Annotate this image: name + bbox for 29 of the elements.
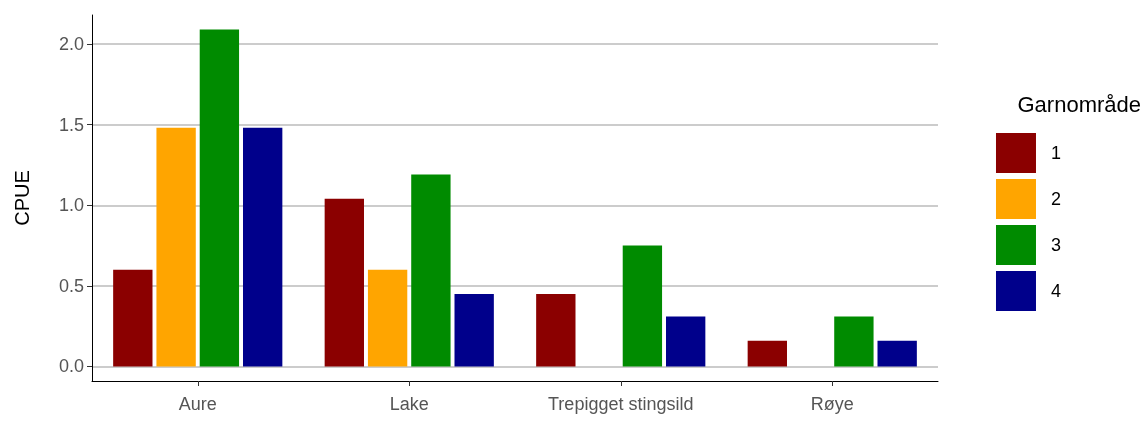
bar bbox=[156, 127, 196, 367]
y-tick-label: 0.5 bbox=[58, 275, 84, 296]
legend-label: 2 bbox=[1050, 189, 1061, 209]
bar bbox=[367, 269, 408, 367]
x-tick-label: Lake bbox=[389, 394, 429, 414]
bar bbox=[622, 245, 663, 367]
x-tick-label: Aure bbox=[178, 394, 217, 414]
x-tick-label: Røye bbox=[810, 394, 854, 414]
bar bbox=[411, 174, 451, 367]
y-tick-label: 0.0 bbox=[58, 356, 84, 377]
bar bbox=[113, 269, 153, 367]
bar bbox=[324, 198, 364, 367]
bar bbox=[454, 293, 494, 367]
y-tick-label: 1.5 bbox=[58, 114, 84, 135]
bar bbox=[243, 127, 283, 367]
x-tick-label: Trepigget stingsild bbox=[548, 394, 694, 414]
legend-label: 3 bbox=[1050, 235, 1061, 255]
y-axis-title: CPUE bbox=[11, 170, 33, 226]
bar bbox=[747, 340, 787, 367]
bar bbox=[536, 293, 576, 367]
legend-title: Garnområde bbox=[1017, 91, 1142, 117]
bar bbox=[877, 340, 917, 367]
y-tick-label: 2.0 bbox=[58, 34, 84, 55]
bar bbox=[834, 316, 874, 367]
legend-label: 1 bbox=[1050, 143, 1061, 163]
y-tick-label: 1.0 bbox=[58, 195, 84, 216]
bar bbox=[199, 29, 240, 367]
legend-label: 4 bbox=[1050, 281, 1061, 301]
bar bbox=[666, 316, 706, 367]
